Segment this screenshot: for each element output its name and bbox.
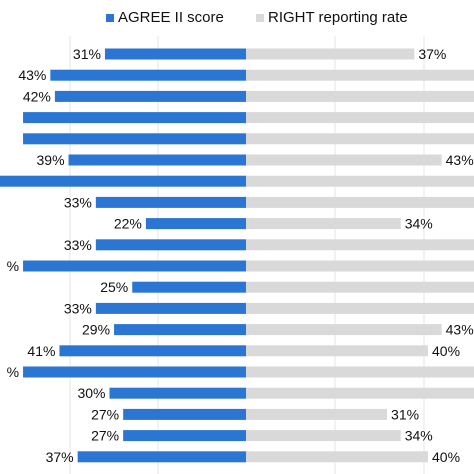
right-bar-5 <box>246 154 442 166</box>
right-label-17: 31% <box>391 406 419 422</box>
agree-label-13: 29% <box>82 322 110 338</box>
right-label-14: 40% <box>432 343 460 359</box>
agree-bar-17 <box>123 408 246 420</box>
right-bar-3 <box>246 112 474 124</box>
legend-swatch-agree <box>106 14 114 22</box>
legend-label-agree: AGREE II score <box>118 9 224 26</box>
agree-bar-14 <box>59 345 247 357</box>
agree-label-7: 33% <box>64 194 92 210</box>
agree-label-11: 25% <box>100 279 128 295</box>
agree-label-5: 39% <box>37 152 65 168</box>
agree-bar-8 <box>145 218 246 230</box>
agree-label-2: 42% <box>23 88 51 104</box>
agree-bar-1 <box>50 69 246 81</box>
agree-label-0: 31% <box>73 46 101 62</box>
agree-label-8: 22% <box>114 216 142 232</box>
right-label-8: 34% <box>405 216 433 232</box>
agree-label-14: 41% <box>27 343 55 359</box>
agree-bar-5 <box>68 154 246 166</box>
right-bar-7 <box>246 196 474 208</box>
right-label-19: 40% <box>432 449 460 465</box>
agree-bar-10 <box>23 260 246 272</box>
right-bar-14 <box>246 345 428 357</box>
agree-label-16: 30% <box>77 385 105 401</box>
right-label-13: 43% <box>446 322 474 338</box>
right-bar-4 <box>246 133 474 145</box>
agree-bar-3 <box>23 112 246 124</box>
agree-bar-18 <box>123 430 246 442</box>
right-label-18: 34% <box>405 428 433 444</box>
right-label-0: 37% <box>418 46 446 62</box>
agree-bar-19 <box>77 451 247 463</box>
agree-bar-7 <box>95 196 246 208</box>
agree-bar-4 <box>23 133 246 145</box>
agree-bar-9 <box>95 239 246 251</box>
right-bar-12 <box>246 302 474 314</box>
right-bar-19 <box>246 451 428 463</box>
agree-label-9: 33% <box>64 237 92 253</box>
agree-label-18: 27% <box>91 428 119 444</box>
agree-label-17: 27% <box>91 406 119 422</box>
agree-bar-2 <box>54 90 247 102</box>
agree-label-10: % <box>7 258 19 274</box>
agree-label-12: 33% <box>64 300 92 316</box>
agree-label-19: 37% <box>46 449 74 465</box>
agree-bar-6 <box>0 175 246 187</box>
right-bar-18 <box>246 430 401 442</box>
agree-bar-13 <box>114 324 246 336</box>
right-bar-8 <box>246 218 401 230</box>
agree-label-1: 43% <box>18 67 46 83</box>
agree-bar-15 <box>23 366 246 378</box>
agree-bar-12 <box>95 302 246 314</box>
legend-swatch-right <box>256 14 264 22</box>
legend-label-right: RIGHT reporting rate <box>268 9 408 26</box>
right-bar-6 <box>246 175 474 187</box>
right-bar-10 <box>246 260 474 272</box>
right-bar-1 <box>246 69 474 81</box>
agree-bar-11 <box>132 281 246 293</box>
right-bar-11 <box>246 281 474 293</box>
right-bar-17 <box>246 408 388 420</box>
right-bar-13 <box>246 324 442 336</box>
agree-bar-0 <box>104 48 246 60</box>
right-bar-0 <box>246 48 415 60</box>
right-bar-15 <box>246 366 474 378</box>
right-bar-16 <box>246 387 474 399</box>
right-bar-2 <box>246 90 474 102</box>
agree-bar-16 <box>109 387 246 399</box>
right-bar-9 <box>246 239 474 251</box>
right-label-5: 43% <box>446 152 474 168</box>
agree-label-15: % <box>7 364 19 380</box>
